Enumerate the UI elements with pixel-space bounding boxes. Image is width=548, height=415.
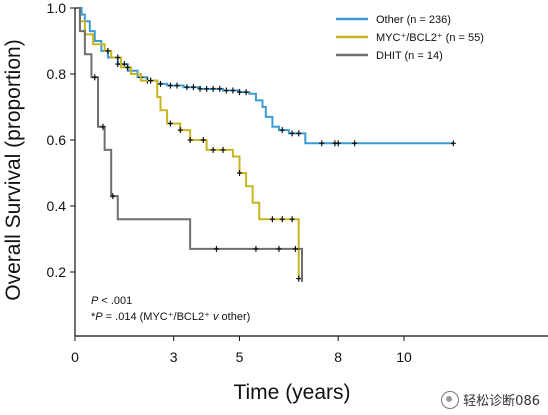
series-line-3: [75, 7, 304, 282]
y-tick-label: 0.4: [47, 198, 67, 214]
y-tick-label: 0.8: [47, 66, 67, 82]
wechat-circle-icon: [441, 390, 460, 409]
y-tick-label: 0.2: [47, 264, 67, 280]
plot-area: [75, 7, 456, 282]
series-line-1: [75, 7, 454, 145]
axes: 0.2 0.4 0.6 0.8 1.0 0 3 5 8 10 Time (years) Overall…: [2, 0, 548, 404]
watermark-text: 轻松诊断086: [463, 394, 540, 409]
annotations: P < .001 *P = .014 (MYC⁺/BCL2⁺ v other): [91, 295, 250, 323]
y-tick-label: 1.0: [47, 0, 67, 16]
x-tick-label: 0: [71, 349, 79, 365]
series-line-2: [75, 7, 300, 279]
legend-entry: Other (n = 236): [376, 14, 451, 26]
watermark: 轻松诊断086: [441, 390, 540, 409]
legend-entry: MYC⁺/BCL2⁺ (n = 55): [376, 32, 484, 44]
x-tick-label: 3: [170, 349, 178, 365]
y-axis-title: Overall Survival (proportion): [2, 39, 25, 300]
legend-entry: DHIT (n = 14): [376, 50, 443, 62]
x-tick-label: 8: [334, 349, 342, 365]
x-tick-label: 5: [236, 349, 244, 365]
x-axis-title: Time (years): [233, 381, 350, 404]
annotation-2: *P = .014 (MYC⁺/BCL2⁺ v other): [91, 311, 250, 323]
annotation-1: P < .001: [91, 295, 132, 307]
y-tick-label: 0.6: [47, 132, 67, 148]
legend: Other (n = 236) MYC⁺/BCL2⁺ (n = 55) DHIT (…: [336, 14, 484, 62]
x-tick-label: 10: [396, 349, 412, 365]
